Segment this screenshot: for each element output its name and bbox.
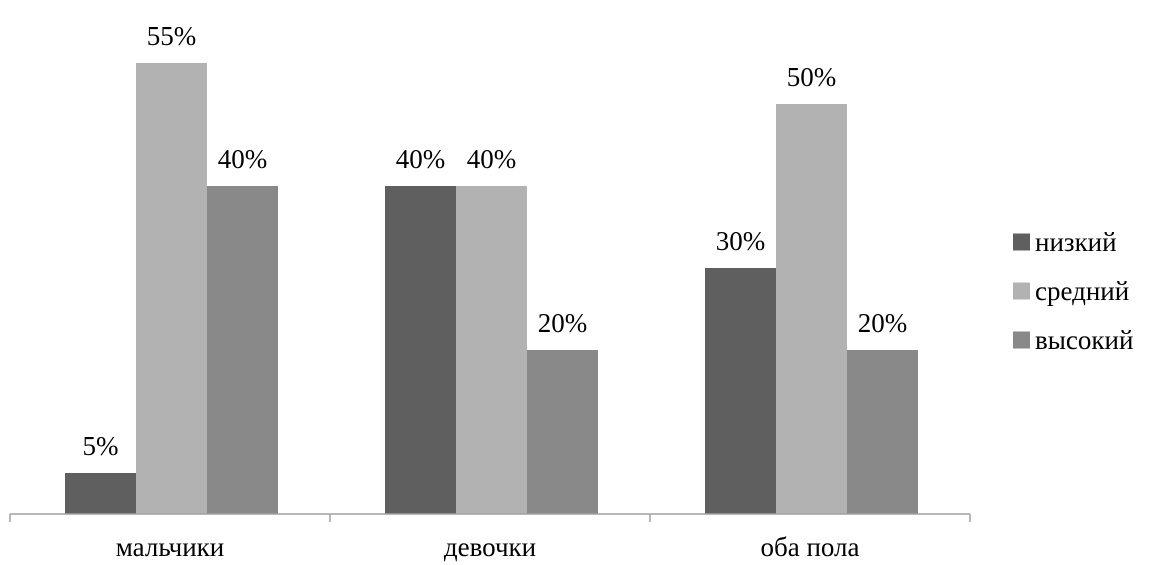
legend-label: низкий (1035, 227, 1117, 257)
x-axis (9, 513, 971, 522)
legend-swatch-высокий (1013, 331, 1030, 349)
legend-label: средний (1035, 276, 1129, 306)
bar-высокий-мальчики (207, 186, 278, 514)
data-label: 5% (83, 431, 119, 461)
data-label: 40% (218, 144, 268, 174)
bars-layer (65, 63, 918, 514)
category-label: мальчики (116, 532, 224, 562)
data-label: 40% (396, 144, 446, 174)
bar-низкий-мальчики (65, 473, 136, 514)
category-labels-layer: мальчики девочки оба пола (116, 532, 860, 562)
data-label: 30% (716, 226, 766, 256)
category-label: девочки (444, 532, 536, 562)
data-label: 55% (147, 21, 197, 51)
data-label: 20% (538, 308, 588, 338)
value-labels-layer: 5% 55% 40% 40% 40% 20% 30% 50% 20% (83, 21, 908, 461)
bar-средний-мальчики (136, 63, 207, 514)
legend-swatch-средний (1013, 282, 1030, 300)
legend-label: высокий (1035, 325, 1133, 355)
data-label: 40% (467, 144, 517, 174)
bar-высокий-девочки (527, 350, 598, 514)
data-label: 20% (858, 308, 908, 338)
bar-средний-оба пола (776, 104, 847, 514)
legend-swatch-низкий (1013, 233, 1030, 251)
category-label: оба пола (760, 532, 859, 562)
bar-средний-девочки (456, 186, 527, 514)
bar-низкий-девочки (385, 186, 456, 514)
data-label: 50% (787, 62, 837, 92)
bar-высокий-оба пола (847, 350, 918, 514)
legend: низкий средний высокий (1013, 227, 1133, 355)
bar-низкий-оба пола (705, 268, 776, 514)
